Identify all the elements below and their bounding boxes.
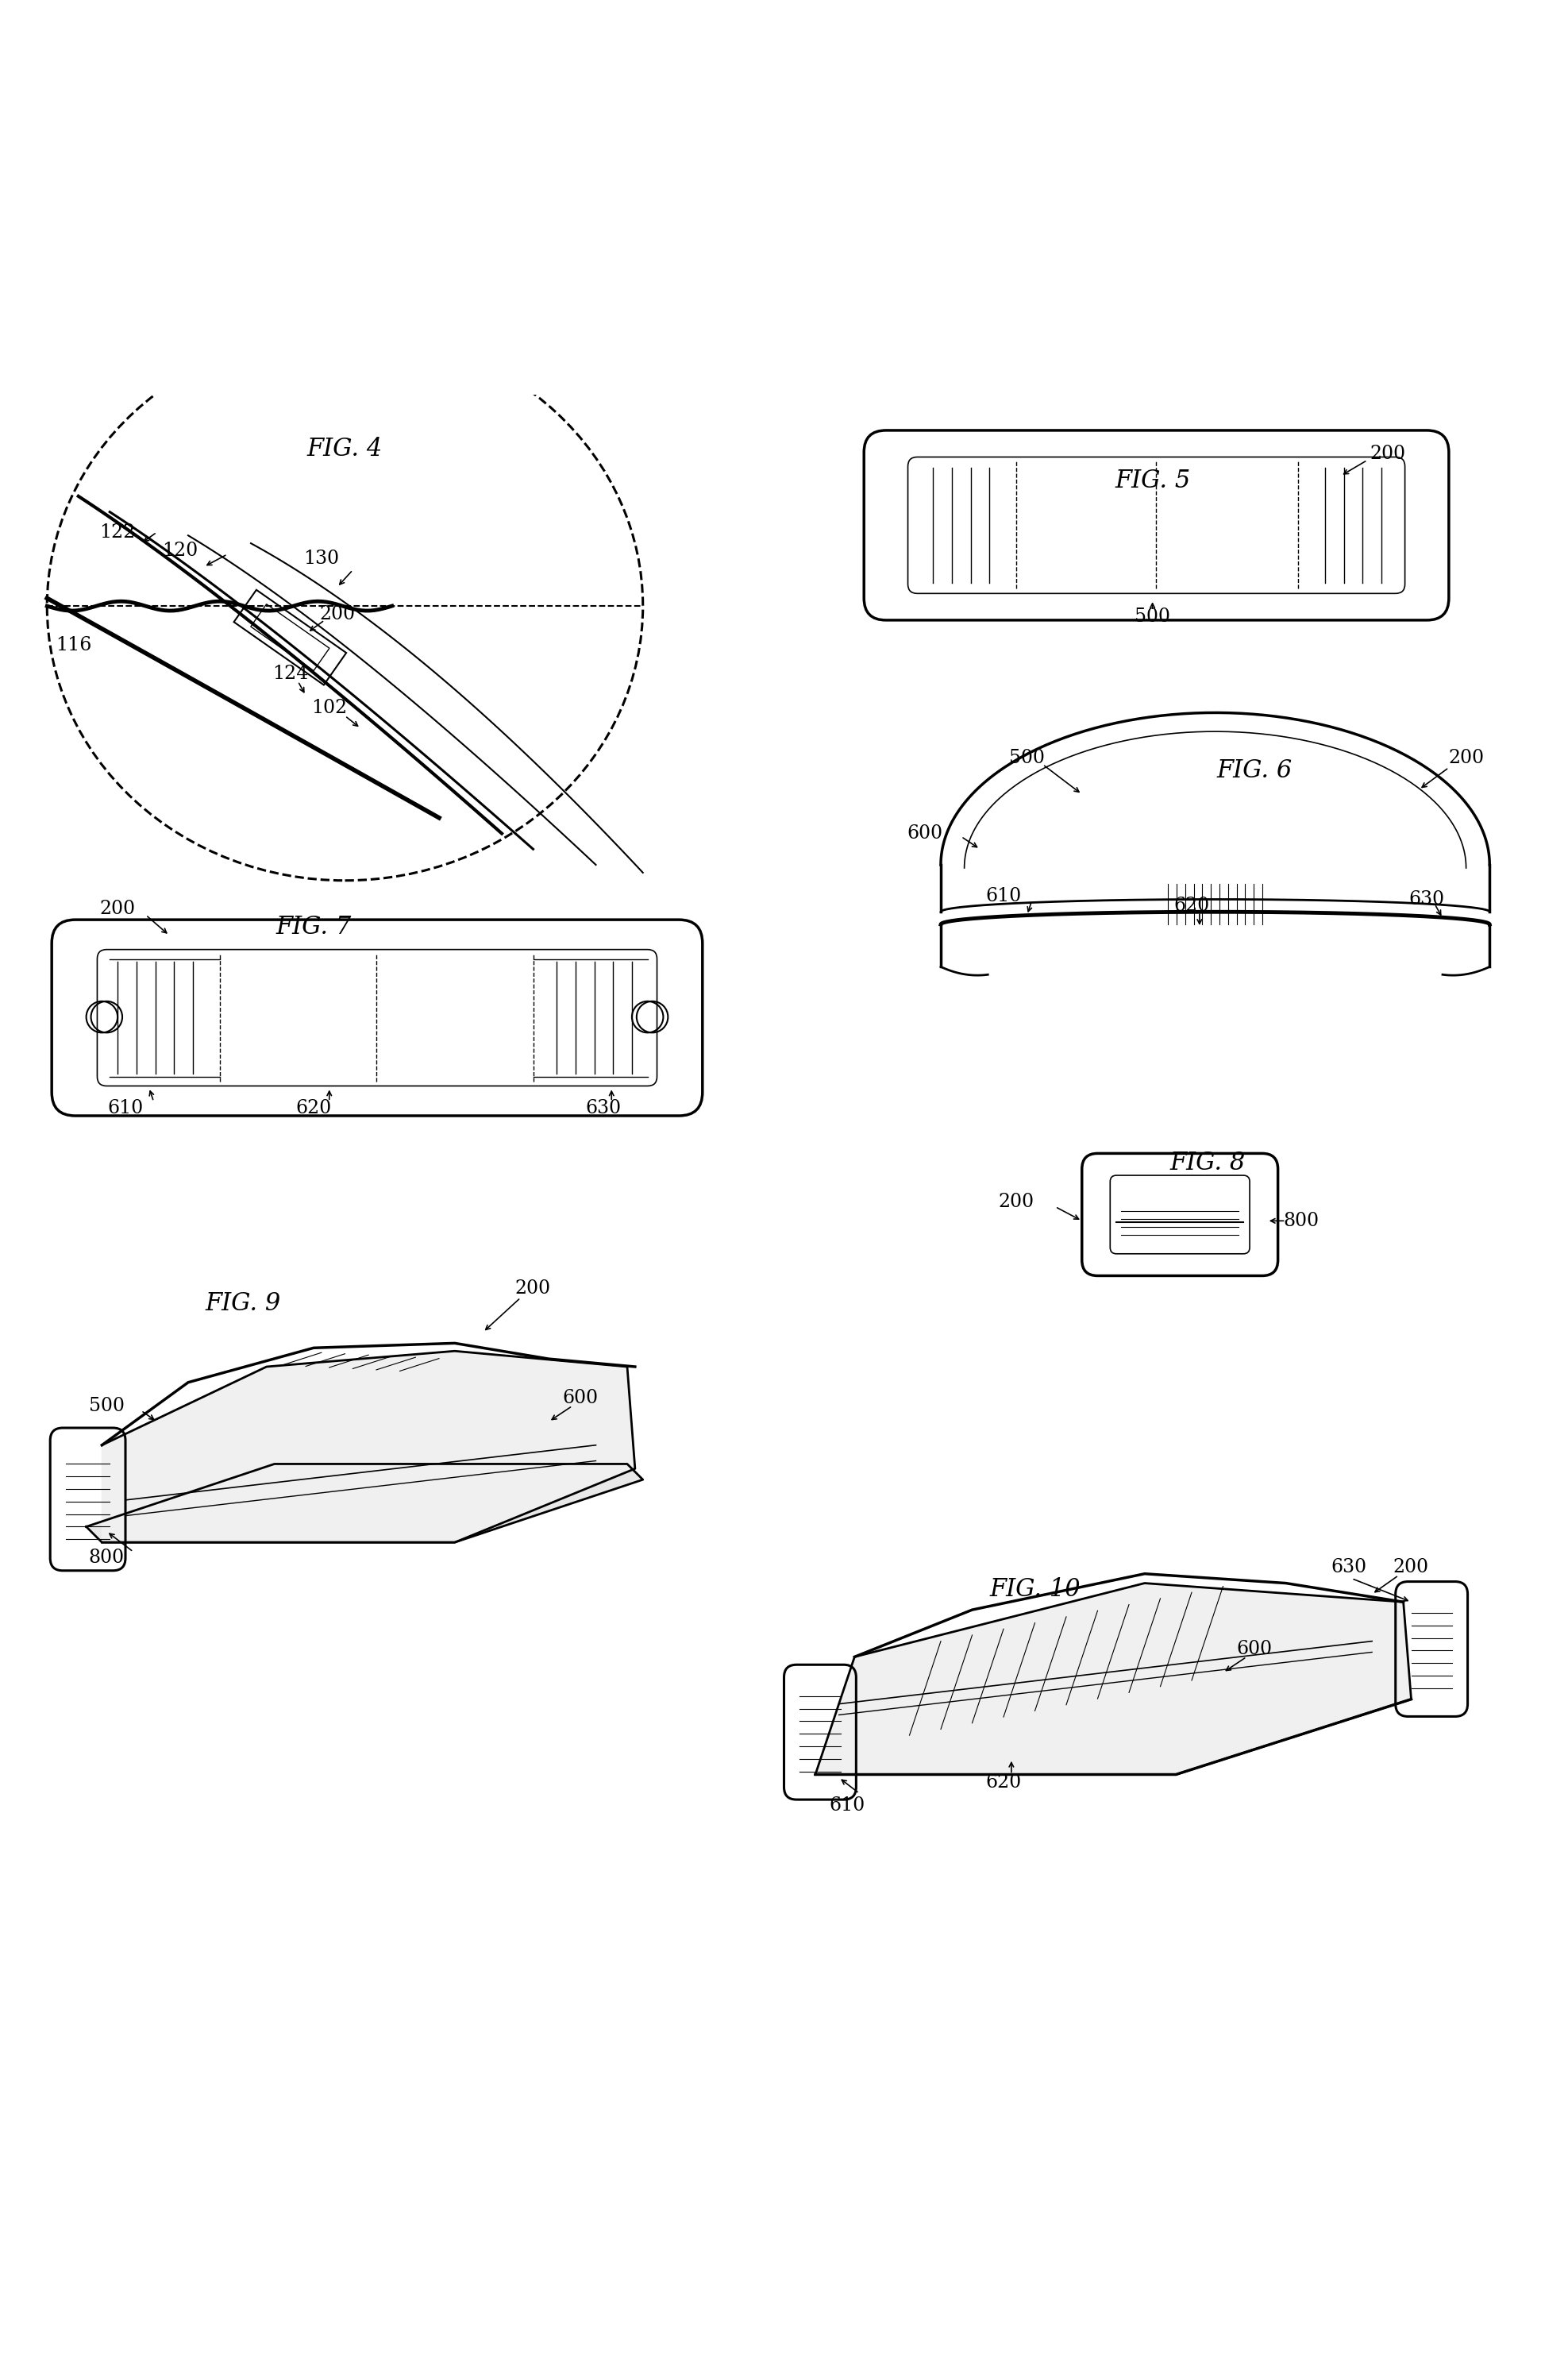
Text: 200: 200 xyxy=(1449,750,1483,768)
Text: 200: 200 xyxy=(100,900,135,917)
Text: 120: 120 xyxy=(163,542,198,561)
Text: 620: 620 xyxy=(1174,896,1209,915)
Text: 500: 500 xyxy=(89,1398,124,1414)
Text: 500: 500 xyxy=(1010,750,1044,768)
Text: 130: 130 xyxy=(304,549,339,568)
Text: 800: 800 xyxy=(89,1549,124,1567)
Text: 630: 630 xyxy=(586,1098,621,1117)
Text: FIG. 7: FIG. 7 xyxy=(276,915,351,940)
Text: 124: 124 xyxy=(273,665,307,684)
Text: FIG. 10: FIG. 10 xyxy=(989,1577,1080,1603)
Text: 122: 122 xyxy=(100,523,135,542)
Text: 800: 800 xyxy=(1284,1211,1319,1230)
Text: 200: 200 xyxy=(1394,1558,1428,1577)
Text: 500: 500 xyxy=(1135,608,1170,627)
Text: 610: 610 xyxy=(986,886,1021,905)
Text: FIG. 9: FIG. 9 xyxy=(205,1292,281,1315)
Text: FIG. 5: FIG. 5 xyxy=(1115,469,1190,493)
Text: 630: 630 xyxy=(1410,891,1444,907)
Text: 610: 610 xyxy=(108,1098,143,1117)
Polygon shape xyxy=(815,1584,1411,1775)
Text: 610: 610 xyxy=(829,1796,864,1815)
Text: 600: 600 xyxy=(908,825,942,841)
Text: 600: 600 xyxy=(1237,1640,1272,1659)
Text: 630: 630 xyxy=(1331,1558,1366,1577)
Text: 200: 200 xyxy=(320,606,354,622)
Text: 116: 116 xyxy=(56,636,91,655)
Text: 620: 620 xyxy=(986,1772,1021,1791)
Text: 600: 600 xyxy=(563,1388,597,1407)
Text: 620: 620 xyxy=(296,1098,331,1117)
Text: 200: 200 xyxy=(1370,445,1405,462)
Text: FIG. 8: FIG. 8 xyxy=(1170,1150,1245,1176)
Text: 200: 200 xyxy=(999,1193,1033,1211)
Text: 102: 102 xyxy=(312,698,347,717)
Text: FIG. 4: FIG. 4 xyxy=(307,436,383,462)
Text: FIG. 6: FIG. 6 xyxy=(1217,759,1292,783)
Polygon shape xyxy=(102,1351,635,1541)
Polygon shape xyxy=(86,1464,643,1541)
Text: 200: 200 xyxy=(516,1280,550,1296)
